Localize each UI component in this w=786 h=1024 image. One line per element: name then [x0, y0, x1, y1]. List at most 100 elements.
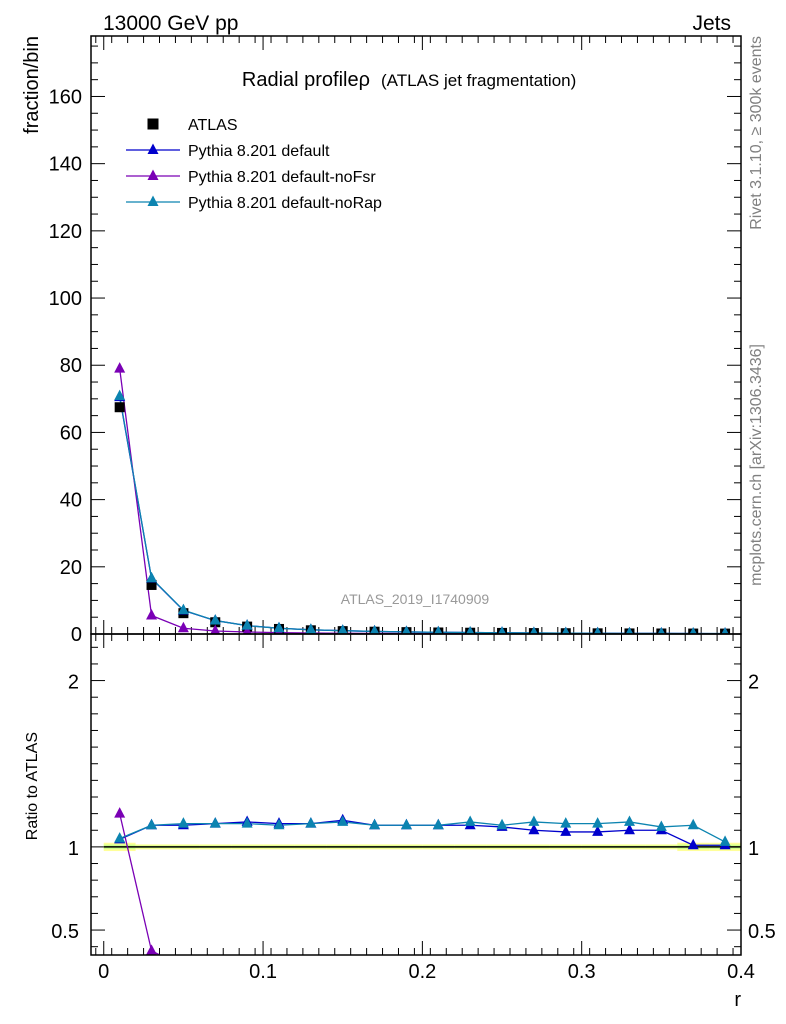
series-marker-3: [529, 626, 538, 634]
ratio-marker-2: [210, 963, 221, 973]
atlas-data-point: [114, 402, 125, 413]
ratio-marker-3: [273, 818, 285, 830]
y-tick-label: 20: [60, 557, 82, 579]
ratio-uncertainty-band: [103, 842, 741, 852]
ratio-marker-3: [528, 815, 540, 826]
ratio-marker-2: [337, 962, 348, 972]
series-marker-3: [689, 627, 697, 634]
ratio-marker-1: [528, 823, 540, 835]
ratio-marker-3: [241, 817, 253, 828]
x-tick-label: 0.1: [249, 961, 277, 983]
y-tick-label: 80: [60, 355, 82, 377]
ratio-marker-2: [369, 963, 380, 973]
y-tick-label: 100: [49, 288, 82, 310]
ratio-marker-3: [623, 815, 635, 826]
chart-subtitle: (ATLAS jet fragmentation): [381, 71, 576, 90]
side-label-bottom: mcplots.cern.ch [arXiv:1306.3436]: [748, 344, 765, 586]
ratio-marker-2: [656, 968, 667, 978]
ratio-tick-label: 0.5: [51, 921, 79, 943]
ratio-marker-2: [688, 968, 699, 978]
legend: ATLAS Pythia 8.201 default Pythia 8.201 de…: [126, 117, 382, 212]
series-marker-3: [593, 626, 602, 634]
series-marker-3: [657, 626, 666, 634]
series-marker-3: [209, 614, 221, 625]
ratio-marker-2: [305, 962, 316, 972]
legend-label: Pythia 8.201 default: [188, 143, 330, 160]
y-tick-label: 0: [71, 624, 82, 646]
series-marker-3: [369, 624, 380, 634]
ratio-marker-3: [114, 832, 126, 843]
x-tick-label: 0.4: [727, 961, 755, 983]
series-marker-3: [241, 619, 253, 630]
y-tick-label: 60: [60, 422, 82, 444]
series-marker-3: [433, 625, 443, 634]
ratio-marker-2: [624, 967, 635, 977]
ratio-marker-3: [369, 818, 381, 830]
top-panel-ticks: 0 20 40 60 80 100 120 140 160: [49, 36, 742, 646]
ratio-marker-3: [337, 815, 349, 826]
ratio-marker-3: [655, 820, 667, 831]
chart-title: Radial profileρ: [242, 69, 370, 91]
ratio-marker-3: [496, 818, 508, 830]
series-marker-2: [114, 362, 126, 373]
legend-marker: [147, 143, 159, 154]
ratio-panel-data: [114, 807, 731, 980]
y-tick-label: 140: [49, 154, 82, 176]
ratio-marker-1: [560, 825, 572, 836]
ratio-marker-1: [592, 825, 604, 836]
series-marker-3: [146, 571, 158, 583]
ratio-marker-3: [209, 817, 221, 828]
series-marker-3: [177, 603, 189, 615]
series-marker-3: [305, 623, 317, 634]
series-marker-2: [177, 621, 189, 633]
ratio-marker-2: [178, 960, 189, 970]
ratio-marker-1: [687, 838, 699, 850]
ratio-tick-label-right: 2: [748, 672, 759, 694]
series-marker-3: [273, 621, 285, 633]
series-marker-2: [146, 609, 158, 620]
ratio-panel-frame: [90, 633, 742, 956]
legend-label: Pythia 8.201 default-noRap: [188, 195, 382, 212]
legend-marker-atlas: [147, 118, 159, 130]
ratio-marker-3: [464, 815, 476, 826]
y-axis-label: fraction/bin: [21, 36, 43, 134]
series-marker-3: [114, 389, 126, 401]
ratio-marker-3: [305, 817, 317, 828]
ratio-tick-label: 2: [68, 672, 79, 694]
y-tick-label: 120: [49, 221, 82, 243]
ratio-y-axis-label: Ratio to ATLAS: [24, 732, 41, 840]
header-right: Jets: [692, 12, 731, 35]
ratio-marker-2: [497, 965, 508, 975]
series-marker-3: [465, 626, 475, 634]
ratio-marker-3: [432, 818, 444, 830]
y-tick-label: 40: [60, 490, 82, 512]
x-tick-label: 0: [98, 961, 109, 983]
x-tick-label: 0.2: [408, 961, 436, 983]
ratio-marker-2: [146, 944, 158, 955]
series-marker-2: [210, 624, 221, 634]
ratio-line-3: [119, 821, 726, 843]
legend-label: Pythia 8.201 default-noFsr: [188, 169, 376, 186]
ratio-tick-label: 1: [68, 838, 79, 860]
series-marker-3: [561, 626, 570, 634]
ratio-tick-label-right: 0.5: [748, 921, 776, 943]
x-axis-label: r: [734, 989, 741, 1011]
ratio-marker-3: [146, 818, 158, 830]
ratio-marker-3: [400, 818, 412, 830]
header-left: 13000 GeV pp: [103, 12, 238, 35]
analysis-watermark: ATLAS_2019_I1740909: [341, 591, 490, 607]
legend-label: ATLAS: [188, 117, 238, 134]
series-marker-3: [337, 624, 348, 634]
ratio-marker-3: [560, 817, 572, 828]
ratio-marker-3: [687, 818, 699, 830]
ratio-tick-label-right: 1: [748, 838, 759, 860]
ratio-marker-2: [528, 970, 539, 980]
x-tick-label: 0.3: [568, 961, 596, 983]
ratio-marker-2: [465, 967, 476, 977]
series-marker-3: [497, 626, 507, 634]
ratio-marker-3: [177, 817, 189, 828]
series-marker-3: [721, 627, 729, 634]
legend-marker: [147, 169, 159, 180]
ratio-marker-1: [623, 823, 635, 835]
